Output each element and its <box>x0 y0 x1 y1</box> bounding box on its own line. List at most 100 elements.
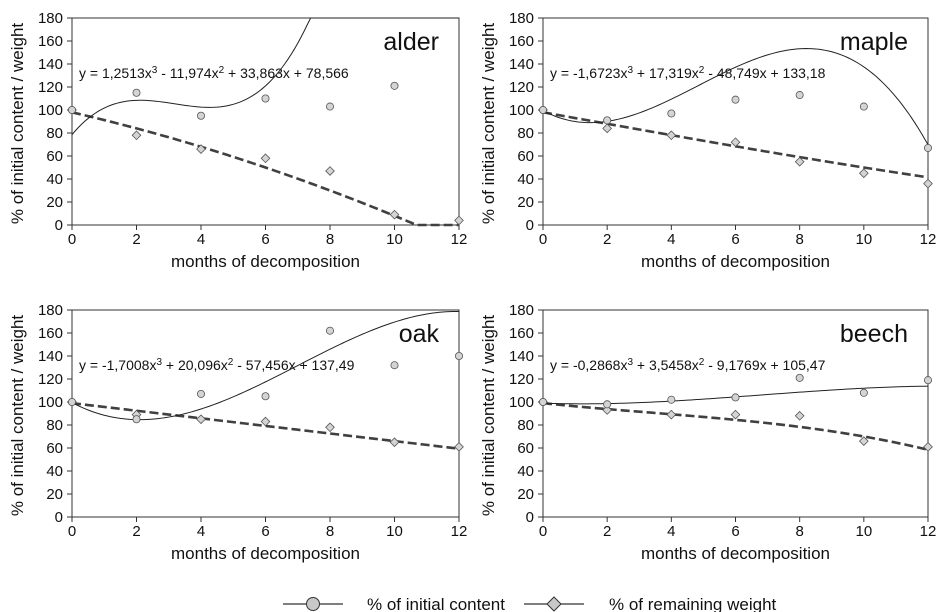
x-tick-label: 0 <box>68 231 76 248</box>
weight-point <box>602 405 613 415</box>
y-tick-label: 20 <box>517 194 534 211</box>
content-point <box>795 91 804 100</box>
content-point <box>325 102 334 111</box>
y-tick-label: 80 <box>517 417 534 434</box>
content-point <box>667 109 676 118</box>
y-tick-label: 60 <box>46 148 63 165</box>
content-point <box>196 111 205 120</box>
x-tick-label: 2 <box>132 231 140 248</box>
x-tick-label: 0 <box>539 231 547 248</box>
y-tick-label: 100 <box>38 394 63 411</box>
x-tick-label: 4 <box>197 523 205 540</box>
y-tick-label: 20 <box>517 486 534 503</box>
legend: % of initial content % of remaining weig… <box>283 595 777 612</box>
content-point <box>667 395 676 404</box>
weight-point <box>794 156 805 167</box>
panel-title: beech <box>840 320 908 348</box>
x-tick-label: 4 <box>667 523 675 540</box>
weight-point <box>666 409 677 420</box>
content-point <box>261 94 270 103</box>
content-point <box>132 88 141 97</box>
y-tick-label: 180 <box>38 10 63 27</box>
weight-point <box>389 437 400 448</box>
x-axis-label: months of decomposition <box>641 252 830 271</box>
panel-alder: 0 20 40 60 80 100 120 140 160 180 0 2 4 6 8 10 12 months … <box>8 10 467 271</box>
weight-point <box>858 436 869 446</box>
x-tick-label: 8 <box>795 523 803 540</box>
x-tick-label: 0 <box>539 523 547 540</box>
content-point <box>859 102 868 111</box>
weight-point <box>454 441 464 452</box>
y-tick-label: 140 <box>509 348 534 365</box>
content-point <box>390 81 399 90</box>
x-tick-label: 6 <box>261 523 269 540</box>
y-tick-label: 120 <box>509 371 534 388</box>
weight-point <box>602 123 613 134</box>
weight-point <box>325 166 335 176</box>
x-tick-label: 2 <box>132 523 140 540</box>
x-tick-label: 2 <box>603 231 611 248</box>
weight-point <box>325 422 335 433</box>
weight-point <box>730 409 741 420</box>
y-tick-label: 120 <box>509 79 534 96</box>
y-tick-label: 180 <box>509 302 534 319</box>
y-tick-label: 180 <box>509 10 534 27</box>
y-tick-label: 60 <box>46 440 63 457</box>
content-point <box>924 376 933 385</box>
y-tick-label: 40 <box>517 171 534 188</box>
x-axis-label: months of decomposition <box>171 544 360 563</box>
y-tick-label: 40 <box>46 463 63 480</box>
y-tick-label: 40 <box>46 171 63 188</box>
content-point <box>325 326 334 335</box>
content-point <box>261 392 270 401</box>
weight-point <box>196 144 206 154</box>
y-tick-label: 40 <box>517 463 534 480</box>
y-tick-label: 140 <box>509 56 534 73</box>
y-axis-label: % of initial content / weight <box>479 23 498 225</box>
weight-point <box>260 153 271 164</box>
y-tick-label: 0 <box>55 509 63 526</box>
weight-point <box>858 168 869 179</box>
x-tick-label: 12 <box>451 523 468 540</box>
content-point <box>924 143 933 152</box>
weight-point <box>389 209 400 220</box>
panel-title: maple <box>840 28 908 56</box>
x-tick-label: 2 <box>603 523 611 540</box>
x-tick-label: 12 <box>920 523 937 540</box>
content-trend-line <box>71 17 459 135</box>
weight-point <box>260 416 271 427</box>
legend-weight-marker <box>546 596 562 612</box>
y-tick-label: 180 <box>38 302 63 319</box>
content-point <box>132 415 141 424</box>
x-tick-label: 12 <box>451 231 468 248</box>
legend-weight-label: % of remaining weight <box>609 595 777 612</box>
panel-oak: 0 20 40 60 80 100 120 140 160 180 0 2 4 6 8 10 12 months … <box>8 302 467 563</box>
content-point <box>859 388 868 397</box>
y-tick-label: 140 <box>38 348 63 365</box>
y-tick-label: 0 <box>526 217 534 234</box>
y-tick-label: 160 <box>509 325 534 342</box>
y-tick-label: 20 <box>46 194 63 211</box>
legend-content-marker <box>306 597 320 611</box>
x-tick-label: 4 <box>197 231 205 248</box>
y-tick-label: 160 <box>509 33 534 50</box>
x-tick-label: 6 <box>261 231 269 248</box>
content-point <box>390 361 399 370</box>
x-tick-label: 10 <box>855 231 872 248</box>
y-tick-label: 100 <box>509 394 534 411</box>
content-point <box>68 397 77 406</box>
content-point <box>795 373 804 382</box>
y-tick-label: 0 <box>55 217 63 234</box>
y-tick-label: 120 <box>38 79 63 96</box>
x-tick-label: 6 <box>731 523 739 540</box>
weight-point <box>666 130 677 141</box>
content-point <box>603 116 612 125</box>
x-tick-label: 10 <box>386 231 403 248</box>
weight-point <box>730 137 741 148</box>
y-axis-label: % of initial content / weight <box>479 315 498 517</box>
weight-point <box>131 130 142 141</box>
x-tick-label: 10 <box>855 523 872 540</box>
trend-equation: y = -1,7008x3 + 20,096x2 - 57,456x + 137… <box>79 357 355 374</box>
panel-title: oak <box>399 320 440 348</box>
